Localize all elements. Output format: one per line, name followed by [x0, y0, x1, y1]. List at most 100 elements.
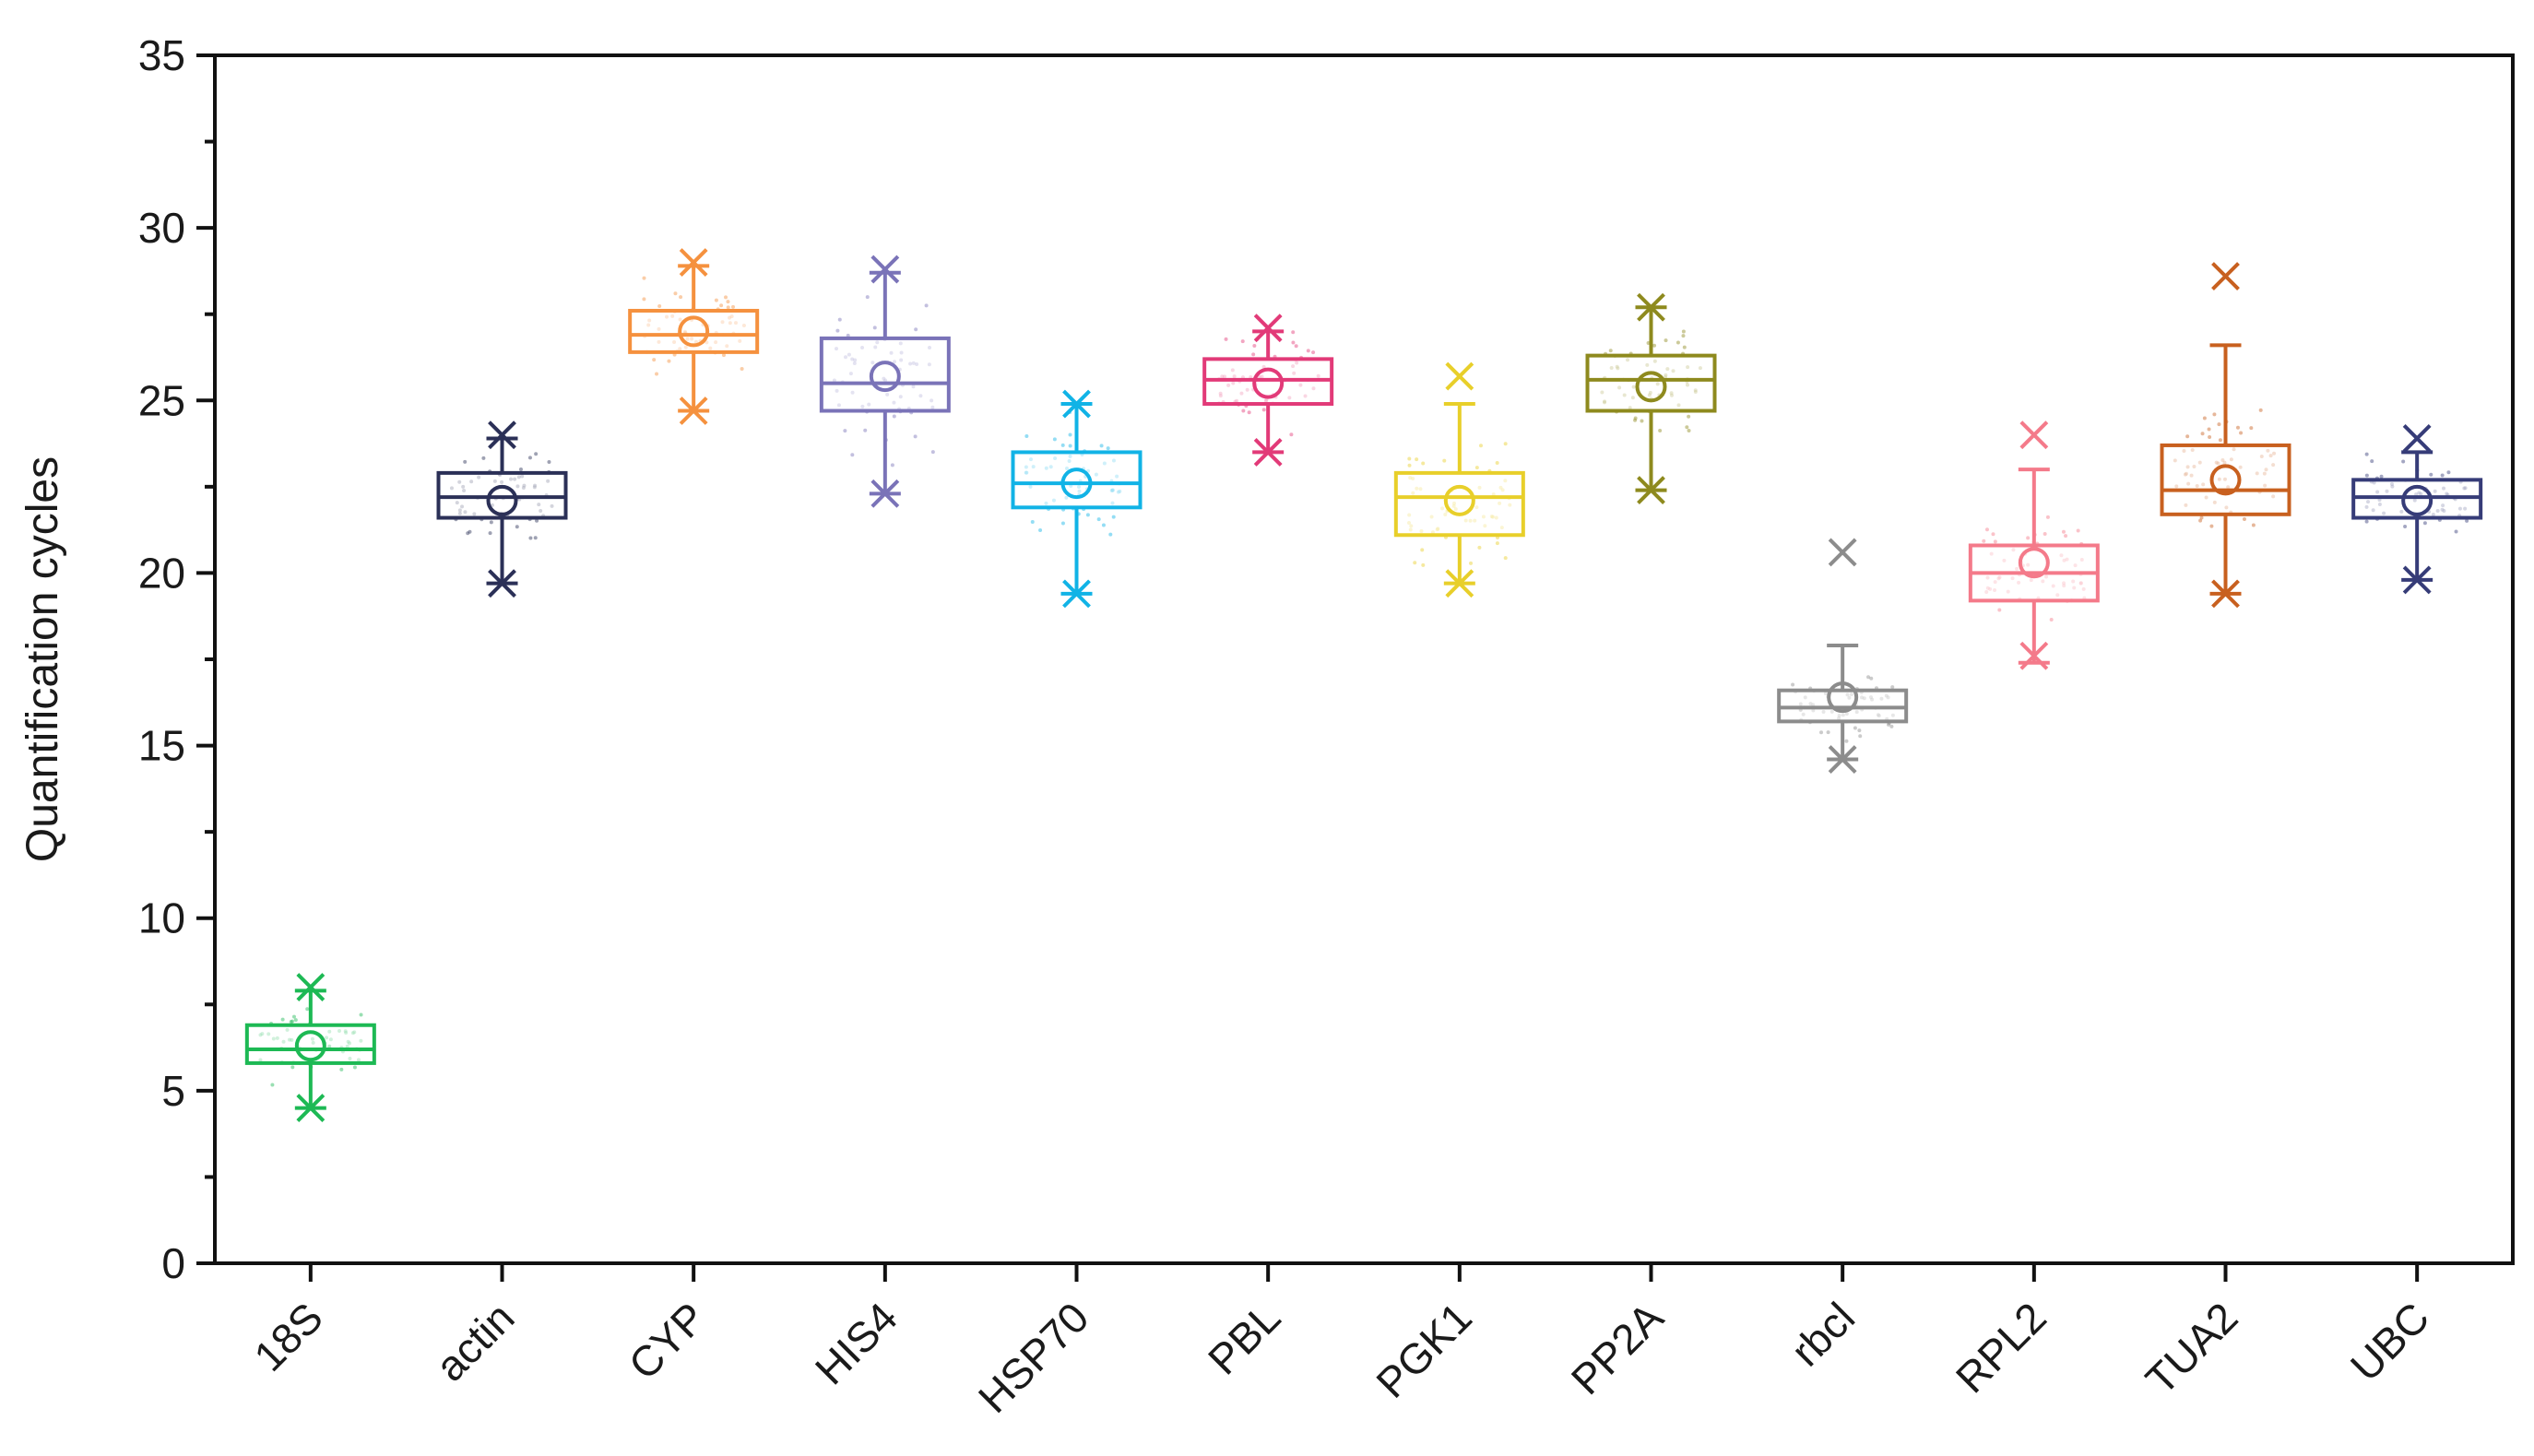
data-point — [2045, 515, 2050, 519]
data-point — [1503, 556, 1508, 561]
data-point — [2076, 528, 2080, 533]
outlier-high — [1828, 538, 1857, 567]
jitter-points-layer — [258, 276, 2469, 1087]
data-point — [1984, 527, 1989, 532]
data-point — [2061, 529, 2066, 534]
data-point — [528, 536, 533, 540]
outlier-low — [296, 1094, 326, 1122]
data-point — [657, 303, 662, 308]
data-point — [2364, 452, 2369, 456]
outlier-low — [1828, 745, 1857, 774]
data-point — [872, 326, 877, 330]
data-point — [1687, 429, 1691, 433]
data-point — [1858, 734, 1863, 739]
data-point — [1474, 466, 1479, 470]
box-group-rbcl — [1777, 538, 1909, 774]
outlier-low — [1637, 476, 1665, 505]
mean-marker — [2401, 484, 2433, 516]
data-point — [2465, 518, 2469, 523]
data-point — [518, 467, 523, 471]
data-point — [2422, 521, 2427, 526]
data-point — [547, 460, 551, 465]
data-point — [890, 463, 894, 468]
mean-marker — [1060, 468, 1093, 500]
data-point — [2043, 532, 2047, 537]
data-point — [1038, 527, 1043, 532]
data-point — [740, 366, 744, 371]
outlier-low — [2211, 579, 2240, 609]
data-point — [1407, 463, 1412, 468]
data-point — [289, 1020, 293, 1024]
data-point — [2454, 529, 2458, 534]
data-point — [270, 1083, 275, 1087]
y-tick-label: 0 — [161, 1239, 185, 1287]
data-point — [1886, 722, 1890, 727]
data-point — [719, 303, 724, 308]
data-point — [2218, 438, 2222, 443]
data-point — [2242, 516, 2246, 521]
y-tick-label: 25 — [138, 376, 185, 424]
mean-marker — [1635, 371, 1667, 403]
data-point — [1495, 460, 1499, 465]
data-point — [2185, 434, 2190, 439]
data-point — [1099, 444, 1104, 448]
box-group-pp2a — [1585, 292, 1717, 505]
data-point — [1633, 418, 1638, 422]
outlier-low — [1445, 569, 1474, 598]
box-group-cyp — [628, 248, 760, 425]
box-iqr — [1585, 353, 1717, 413]
data-point — [290, 1019, 295, 1024]
data-point — [1477, 545, 1482, 550]
data-point — [673, 291, 678, 296]
data-point — [1442, 458, 1447, 463]
data-point — [1240, 339, 1245, 344]
data-point — [655, 372, 659, 376]
data-point — [1857, 728, 1862, 733]
x-tick-label: RPL2 — [1947, 1293, 2055, 1402]
data-point — [1030, 519, 1035, 524]
data-point — [1889, 724, 1894, 728]
data-point — [731, 304, 736, 309]
data-point — [1052, 437, 1057, 442]
data-point — [1060, 521, 1065, 526]
data-point — [1111, 515, 1116, 519]
data-point — [2364, 519, 2369, 524]
outlier-low — [679, 397, 708, 425]
data-point — [1421, 562, 1426, 567]
outlier-high — [2402, 424, 2432, 453]
data-point — [863, 428, 868, 432]
outlier-high — [679, 248, 708, 277]
data-point — [1681, 334, 1686, 338]
data-point — [1251, 352, 1256, 357]
x-tick-label: PBL — [1199, 1293, 1289, 1383]
data-point — [2198, 518, 2203, 523]
data-point — [1682, 345, 1687, 349]
data-point — [714, 298, 718, 302]
data-point — [1413, 561, 1417, 565]
data-point — [652, 358, 657, 362]
data-point — [2064, 534, 2068, 539]
x-tick-label: TUA2 — [2137, 1293, 2247, 1403]
data-point — [1681, 329, 1686, 334]
data-point — [1687, 414, 1691, 419]
data-point — [1291, 340, 1296, 345]
data-point — [1101, 523, 1106, 527]
data-point — [1866, 675, 1871, 680]
data-point — [2212, 412, 2217, 417]
data-point — [2026, 536, 2031, 540]
box-group-hsp70 — [1011, 389, 1143, 609]
data-point — [892, 414, 896, 419]
data-point — [293, 1018, 298, 1023]
data-point — [352, 1065, 357, 1070]
data-point — [1685, 425, 1689, 430]
y-tick-label: 30 — [138, 204, 185, 252]
data-point — [515, 525, 519, 529]
data-point — [642, 297, 646, 302]
outlier-high — [870, 255, 900, 284]
data-point — [1676, 340, 1680, 345]
data-point — [1819, 730, 1824, 735]
data-point — [2429, 472, 2433, 477]
data-point — [726, 305, 730, 310]
box-group-his4 — [819, 255, 951, 508]
box-group-ubc — [2351, 424, 2483, 595]
